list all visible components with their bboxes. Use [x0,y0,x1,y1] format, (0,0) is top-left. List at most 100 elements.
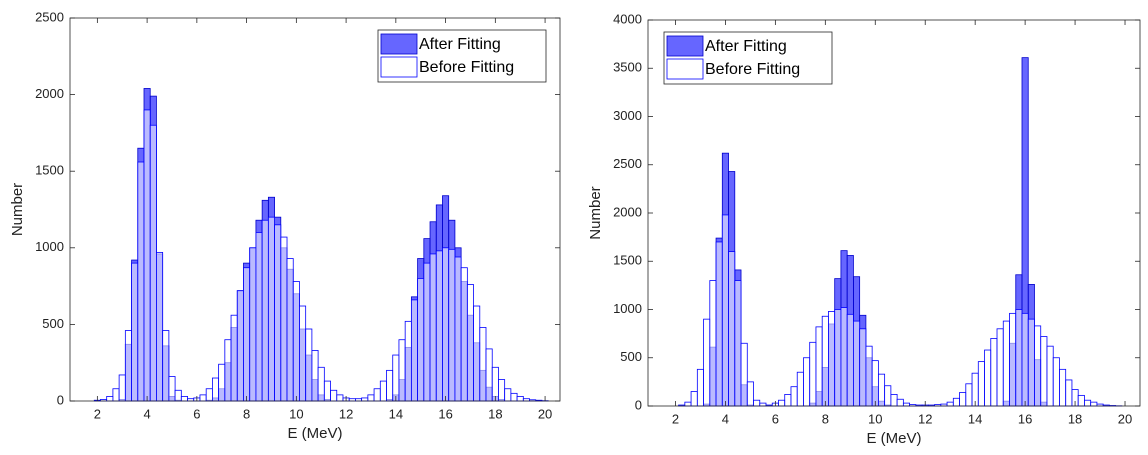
histogram-bar [175,390,181,401]
y-axis-label: Number [587,186,604,239]
histogram-bar [250,248,256,401]
x-tick-label: 14 [389,406,403,421]
histogram-bar [791,387,797,406]
x-tick-label: 12 [918,411,932,426]
histogram-bar [337,395,343,401]
legend-label: Before Fitting [705,61,800,78]
legend-label: After Fitting [419,36,501,53]
x-tick-label: 2 [672,411,679,426]
histogram-bar [293,282,299,401]
y-tick-label: 3500 [613,60,642,75]
histogram-bar [318,367,324,401]
histogram-bar [729,252,735,406]
histogram-bar [1066,380,1072,406]
histogram-bar [455,257,461,401]
histogram-bar [841,308,847,406]
x-tick-label: 4 [722,411,729,426]
histogram-bar [517,396,523,401]
legend-swatch [667,59,703,79]
y-axis-label: Number [9,183,26,236]
histogram-bar [132,263,138,401]
histogram-bar [866,346,872,406]
histogram-bar [324,381,330,401]
y-tick-label: 3000 [613,108,642,123]
histogram-bar [828,311,834,406]
histogram-bar [1084,400,1090,406]
histogram-bar [362,398,368,401]
histogram-bar [747,382,753,406]
x-tick-label: 18 [1068,411,1082,426]
histogram-bar [169,376,175,401]
y-tick-label: 500 [620,349,642,364]
histogram-bar [960,392,966,406]
histogram-bar [1053,358,1059,406]
histogram-bar [816,327,822,406]
histogram-bar [1003,321,1009,406]
y-tick-label: 4000 [613,11,642,26]
histogram-bar [697,369,703,406]
histogram-bar [243,268,249,401]
histogram-bar [436,251,442,401]
histogram-bar [405,321,411,401]
x-tick-label: 16 [1018,411,1032,426]
histogram-bar [722,215,728,406]
histogram-bar [897,399,903,406]
histogram-bar [885,386,891,406]
histogram-bar [803,358,809,406]
legend-swatch [381,57,417,77]
histogram-bar [1010,313,1016,406]
histogram-bar [219,364,225,401]
histogram-bar [704,319,710,406]
y-tick-label: 2000 [613,204,642,219]
histogram-bar [878,374,884,406]
histogram-bar [1041,337,1047,406]
x-tick-label: 8 [822,411,829,426]
histogram-bar [947,402,953,406]
histogram-bar [978,362,984,406]
histogram-bar [138,162,144,401]
histogram-bar [691,392,697,406]
histogram-bar [430,254,436,401]
histogram-bar [424,263,430,401]
histogram-bar [393,355,399,401]
histogram-bar [442,248,448,401]
histogram-bar [449,249,455,401]
histogram-bar [150,125,156,401]
histogram-bar [1034,326,1040,406]
histogram-bar [163,331,169,401]
histogram-bar [387,370,393,401]
histogram-bar [991,338,997,406]
histogram-bar [853,321,859,406]
histogram-bar [231,315,237,401]
histogram-bar [903,403,909,406]
histogram-bar [200,395,206,401]
histogram-bar [268,217,274,401]
legend-swatch [667,36,703,56]
histogram-bar [492,367,498,401]
histogram-bar [511,393,517,401]
x-tick-label: 8 [243,406,250,421]
x-axis-label: E (MeV) [866,430,921,447]
x-tick-label: 18 [488,406,502,421]
y-tick-label: 2500 [35,9,64,24]
histogram-bar [486,349,492,401]
histogram-bar [860,329,866,406]
legend-label: Before Fitting [419,59,514,76]
x-tick-label: 20 [1118,411,1132,426]
x-tick-label: 12 [339,406,353,421]
x-tick-label: 14 [968,411,982,426]
histogram-bar [716,242,722,406]
histogram-bar [225,340,231,401]
histogram-bar [113,389,119,401]
histogram-bar [710,281,716,406]
histogram-bar [206,389,212,401]
histogram-bar [835,310,841,407]
histogram-bar [872,361,878,406]
histogram-bar [467,285,473,401]
histogram-bar [953,398,959,406]
histogram-bar [785,394,791,406]
histogram-bar [1022,313,1028,406]
